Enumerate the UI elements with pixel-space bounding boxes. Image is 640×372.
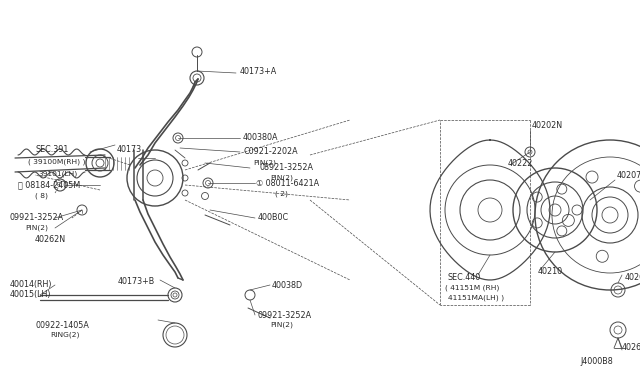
Text: 40262A: 40262A — [625, 273, 640, 282]
Text: 00922-1405A: 00922-1405A — [35, 321, 89, 330]
Text: PIN(2): PIN(2) — [270, 175, 293, 181]
Text: ① 08011-6421A: ① 08011-6421A — [256, 179, 319, 187]
Text: 40173+B: 40173+B — [118, 278, 156, 286]
Text: 41151MA(LH) ): 41151MA(LH) ) — [448, 295, 504, 301]
Text: 08921-3252A: 08921-3252A — [260, 164, 314, 173]
Text: PIN(2): PIN(2) — [253, 160, 276, 166]
Text: C0921-2202A: C0921-2202A — [243, 148, 298, 157]
Text: 400380A: 400380A — [243, 134, 278, 142]
Text: R: R — [56, 183, 60, 187]
Text: 40202N: 40202N — [532, 121, 563, 129]
Text: 40262: 40262 — [622, 343, 640, 353]
Text: 40222: 40222 — [508, 158, 533, 167]
Text: ( 8): ( 8) — [35, 193, 48, 199]
Text: PIN(2): PIN(2) — [25, 225, 48, 231]
Text: SEC.440: SEC.440 — [448, 273, 481, 282]
Text: SEC.391: SEC.391 — [35, 145, 68, 154]
Text: 40173: 40173 — [117, 145, 142, 154]
Text: 09921-3252A: 09921-3252A — [258, 311, 312, 320]
Text: 40038D: 40038D — [272, 280, 303, 289]
Text: 40014(RH): 40014(RH) — [10, 280, 52, 289]
Text: 40173+A: 40173+A — [240, 67, 277, 77]
Text: 39101(LH): 39101(LH) — [38, 171, 77, 177]
Text: 09921-3252A: 09921-3252A — [10, 214, 64, 222]
Text: ( 2): ( 2) — [275, 191, 288, 197]
Text: Ⓡ 08184-2405M: Ⓡ 08184-2405M — [18, 180, 80, 189]
Text: 40015(LH): 40015(LH) — [10, 291, 51, 299]
Text: ( 39100M(RH) ): ( 39100M(RH) ) — [28, 159, 86, 165]
Text: 40210: 40210 — [538, 267, 563, 276]
Text: RING(2): RING(2) — [50, 332, 79, 338]
Text: J4000B8: J4000B8 — [580, 357, 612, 366]
Text: PIN(2): PIN(2) — [270, 322, 293, 328]
Text: 40207: 40207 — [617, 170, 640, 180]
Text: ( 41151M (RH): ( 41151M (RH) — [445, 285, 499, 291]
Text: 40262N: 40262N — [35, 235, 66, 244]
Text: 400B0C: 400B0C — [258, 214, 289, 222]
